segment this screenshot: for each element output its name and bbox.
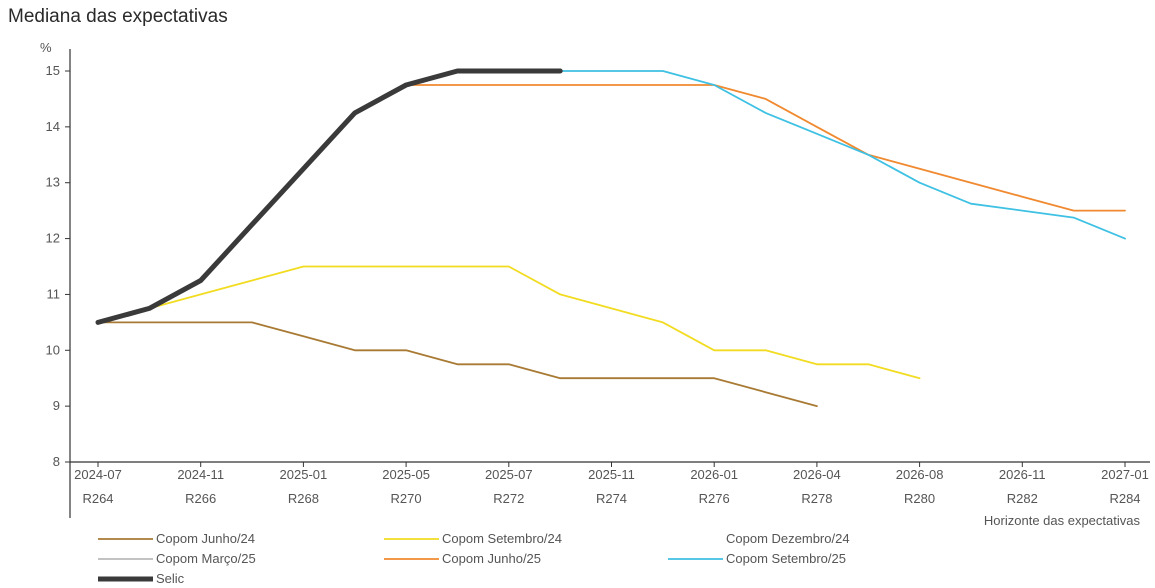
y-tick-label: 11 — [47, 286, 61, 301]
series-line-copom-setembro-24 — [97, 265, 921, 380]
y-tick-label: 8 — [53, 454, 60, 469]
x-tick-label-meeting: R276 — [699, 491, 730, 506]
x-tick-label-meeting: R270 — [391, 491, 422, 506]
x-tick-label-date: 2025-07 — [485, 467, 533, 482]
x-tick-label-meeting: R268 — [288, 491, 319, 506]
series-line-selic — [95, 68, 563, 325]
x-tick-label-meeting: R274 — [596, 491, 627, 506]
y-tick-label: 13 — [46, 175, 60, 190]
x-tick-label-date: 2025-05 — [382, 467, 430, 482]
x-tick-label-meeting: R266 — [185, 491, 216, 506]
legend-label: Copom Dezembro/24 — [726, 531, 850, 546]
x-tick-label-meeting: R284 — [1109, 491, 1140, 506]
x-axis-ticks: 2024-07 2024-11 2025-01 2025-05 2025-07 2025-… — [74, 462, 1149, 506]
legend-label: Copom Setembro/24 — [442, 531, 562, 546]
x-tick-label-meeting: R272 — [493, 491, 524, 506]
axes — [69, 49, 1150, 518]
y-tick-label: 10 — [46, 342, 60, 357]
x-tick-label-meeting: R278 — [801, 491, 832, 506]
y-tick-label: 15 — [46, 63, 60, 78]
x-tick-label-date: 2027-01 — [1101, 467, 1149, 482]
x-tick-label-date: 2024-07 — [74, 467, 122, 482]
series-line-copom-setembro-25 — [559, 70, 1126, 240]
y-axis-unit: % — [40, 40, 52, 55]
x-axis-title: Horizonte das expectativas — [984, 513, 1141, 528]
x-tick-label-date: 2025-01 — [280, 467, 328, 482]
legend-label: Copom Junho/25 — [442, 551, 541, 566]
series-line-copom-junho-25 — [405, 84, 1126, 212]
x-tick-label-date: 2026-01 — [690, 467, 738, 482]
legend-label: Copom Junho/24 — [156, 531, 255, 546]
x-tick-label-date: 2024-11 — [177, 467, 224, 482]
legend-label: Copom Setembro/25 — [726, 551, 846, 566]
series-group — [95, 68, 1126, 407]
y-tick-label: 9 — [53, 398, 60, 413]
legend: Copom Junho/24 Copom Setembro/24 Copom Dez… — [98, 531, 850, 586]
x-tick-label-date: 2026-11 — [999, 467, 1046, 482]
x-tick-label-date: 2026-04 — [793, 467, 841, 482]
y-axis-ticks: 8 9 10 11 12 13 14 15 — [46, 63, 70, 469]
x-tick-label-meeting: R264 — [82, 491, 113, 506]
x-tick-label-date: 2025-11 — [588, 467, 635, 482]
x-tick-label-date: 2026-08 — [896, 467, 944, 482]
series-line-copom-junho-24 — [97, 321, 818, 407]
y-tick-label: 12 — [46, 231, 60, 246]
legend-label: Copom Março/25 — [156, 551, 256, 566]
chart-title: Mediana das expectativas — [8, 6, 228, 27]
x-tick-label-meeting: R282 — [1007, 491, 1038, 506]
legend-label: Selic — [156, 571, 185, 586]
x-tick-label-meeting: R280 — [904, 491, 935, 506]
y-tick-label: 14 — [46, 119, 60, 134]
